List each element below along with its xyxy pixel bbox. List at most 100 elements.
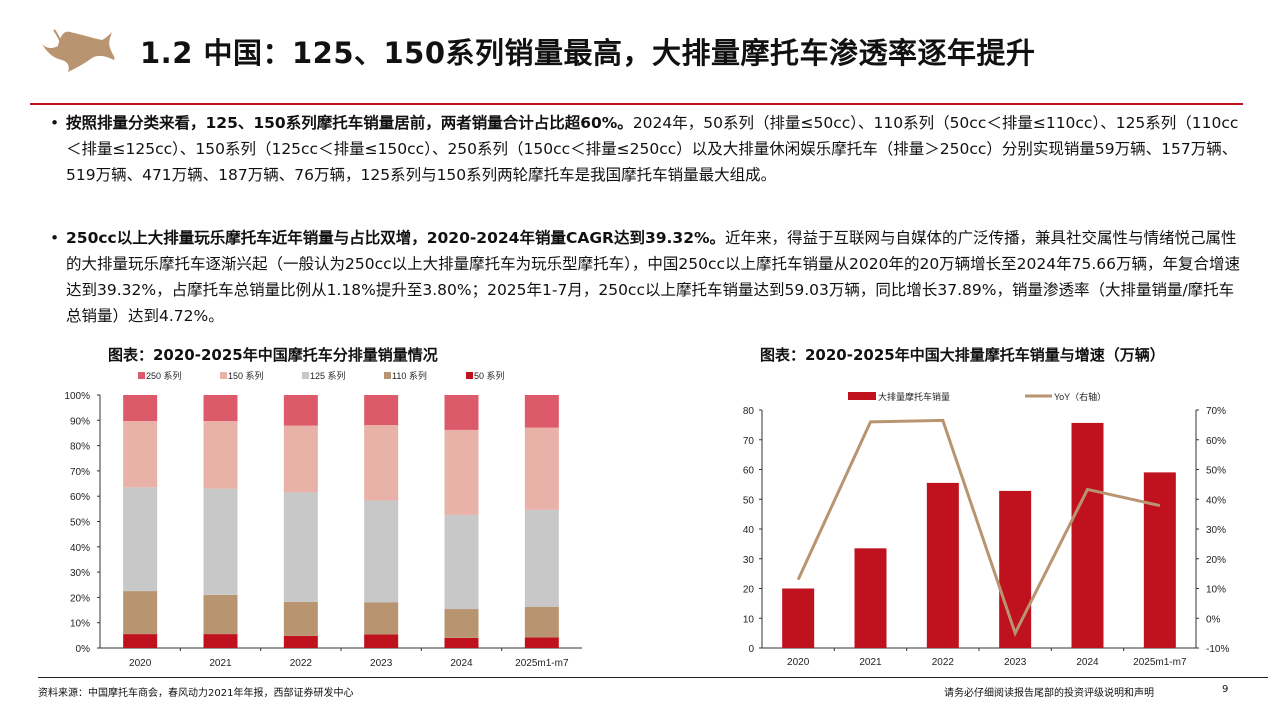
page-title: 1.2 中国：125、150系列销量最高，大排量摩托车渗透率逐年提升	[140, 36, 1036, 70]
y-tick-label: 0	[748, 644, 754, 655]
bar-segment	[283, 635, 318, 648]
legend-swatch	[138, 372, 145, 379]
bar-segment	[283, 425, 318, 493]
y-tick-label: 30%	[70, 568, 90, 579]
x-tick-label: 2025m1-m7	[1133, 657, 1187, 668]
legend-swatch	[220, 372, 227, 379]
bar-segment	[203, 421, 238, 489]
x-tick-label: 2021	[209, 658, 232, 669]
bar-segment	[524, 607, 559, 638]
bar-segment	[524, 395, 559, 428]
y-tick-label: 70%	[70, 467, 90, 478]
y-tick-label: 90%	[70, 416, 90, 427]
bar-segment	[524, 509, 559, 608]
y2-tick-label: 60%	[1206, 436, 1226, 447]
y-tick-label: 10	[743, 614, 755, 625]
bar-segment	[444, 395, 479, 430]
y2-tick-label: 50%	[1206, 466, 1226, 477]
legend-label: 125 系列	[310, 370, 346, 381]
bar-segment	[123, 591, 158, 635]
bar-segment	[283, 601, 318, 636]
bullet-dot: •	[50, 114, 60, 132]
x-tick-label: 2021	[859, 657, 882, 668]
bar-segment	[444, 514, 479, 610]
chart2-title: 图表：2020-2025年中国大排量摩托车销量与增速（万辆）	[760, 346, 1165, 364]
y2-tick-label: 0%	[1206, 614, 1221, 625]
y-tick-label: 20	[743, 585, 755, 596]
bar-segment	[364, 395, 399, 426]
bull-logo	[42, 29, 115, 72]
legend-label: 50 系列	[474, 370, 505, 381]
bullet-1: • 按照排量分类来看，125、150系列摩托车销量居前，两者销量合计占比超60%…	[50, 110, 1240, 188]
y-tick-label: 0%	[76, 644, 91, 655]
y2-tick-label: 20%	[1206, 555, 1226, 566]
bar-segment	[364, 634, 399, 648]
bullet-1-lead: 按照排量分类来看，125、150系列摩托车销量居前，两者销量合计占比超60%。	[66, 114, 633, 132]
x-tick-label: 2022	[932, 657, 955, 668]
x-tick-label: 2024	[450, 658, 473, 669]
bar-segment	[123, 421, 158, 488]
x-tick-label: 2025m1-m7	[515, 658, 569, 669]
y-tick-label: 80	[743, 406, 755, 417]
bullet-1-text: 2024年，50系列（排量≤50cc）、110系列（50cc＜排量≤110cc）…	[66, 114, 1239, 184]
stacked-bar-chart: 0% 10% 20% 30% 40% 50% 60% 70% 80% 90% 100% 2020 202…	[64, 370, 582, 669]
bar-segment	[203, 634, 238, 648]
bar-segment	[364, 602, 399, 635]
bar	[1143, 472, 1176, 648]
y2-tick-label: 70%	[1206, 406, 1226, 417]
legend-label: 大排量摩托车销量	[878, 391, 950, 402]
x-tick-label: 2020	[787, 657, 810, 668]
bar-segment	[203, 488, 238, 595]
legend-swatch	[466, 372, 473, 379]
bar-segment	[524, 637, 559, 648]
bar	[999, 490, 1032, 648]
bullet-2-lead: 250cc以上大排量玩乐摩托车近年销量与占比双增，2020-2024年销量CAG…	[66, 229, 726, 247]
bar	[926, 482, 959, 648]
y-tick-label: 30	[743, 555, 755, 566]
bar-segment	[123, 634, 158, 648]
bar-segment	[444, 609, 479, 638]
y-tick-label: 50%	[70, 518, 90, 529]
bar-line-chart: 0 10 20 30 40 50 60 70 80 -10% 0% 10% 20% 30% 40% 50% 60…	[743, 391, 1230, 668]
bar-segment	[283, 492, 318, 602]
legend-swatch	[384, 372, 391, 379]
chart1-title: 图表：2020-2025年中国摩托车分排量销量情况	[108, 346, 438, 364]
legend-swatch	[302, 372, 309, 379]
y2-tick-label: -10%	[1206, 644, 1229, 655]
x-tick-label: 2022	[290, 658, 313, 669]
x-tick-label: 2023	[1004, 657, 1027, 668]
legend-label: 250 系列	[146, 370, 182, 381]
yoy-line	[796, 418, 1161, 637]
bullet-2: • 250cc以上大排量玩乐摩托车近年销量与占比双增，2020-2024年销量C…	[50, 225, 1240, 329]
bar-segment	[123, 487, 158, 592]
y2-tick-label: 10%	[1206, 585, 1226, 596]
y-tick-label: 60%	[70, 492, 90, 503]
x-tick-label: 2024	[1076, 657, 1099, 668]
y-tick-label: 100%	[64, 391, 90, 402]
y-tick-label: 40%	[70, 543, 90, 554]
bar-segment	[444, 637, 479, 648]
legend-swatch	[848, 392, 876, 400]
bar-segment	[364, 500, 399, 603]
source-note: 资料来源：中国摩托车商会，春风动力2021年年报，西部证券研发中心	[38, 688, 354, 699]
bar-segment	[444, 429, 479, 515]
bar-segment	[364, 425, 399, 501]
y-tick-label: 40	[743, 525, 755, 536]
y2-tick-label: 30%	[1206, 525, 1226, 536]
bar	[782, 588, 815, 648]
y-tick-label: 60	[743, 466, 755, 477]
legend-label: 150 系列	[228, 370, 264, 381]
disclaimer: 请务必仔细阅读报告尾部的投资评级说明和声明	[944, 688, 1154, 699]
x-tick-label: 2020	[129, 658, 152, 669]
y2-tick-label: 40%	[1206, 495, 1226, 506]
y-tick-label: 50	[743, 495, 755, 506]
bar-segment	[203, 594, 238, 635]
bar-segment	[203, 395, 238, 422]
title-divider	[30, 103, 1243, 105]
bar-segment	[524, 427, 559, 510]
bullet-dot: •	[50, 229, 60, 247]
bullet-2-text: 近年来，得益于互联网与自媒体的广泛传播，兼具社交属性与情绪悦己属性的大排量玩乐摩…	[66, 229, 1241, 325]
bar	[1071, 422, 1104, 648]
y-tick-label: 20%	[70, 593, 90, 604]
legend-label: YoY（右轴）	[1054, 391, 1106, 402]
